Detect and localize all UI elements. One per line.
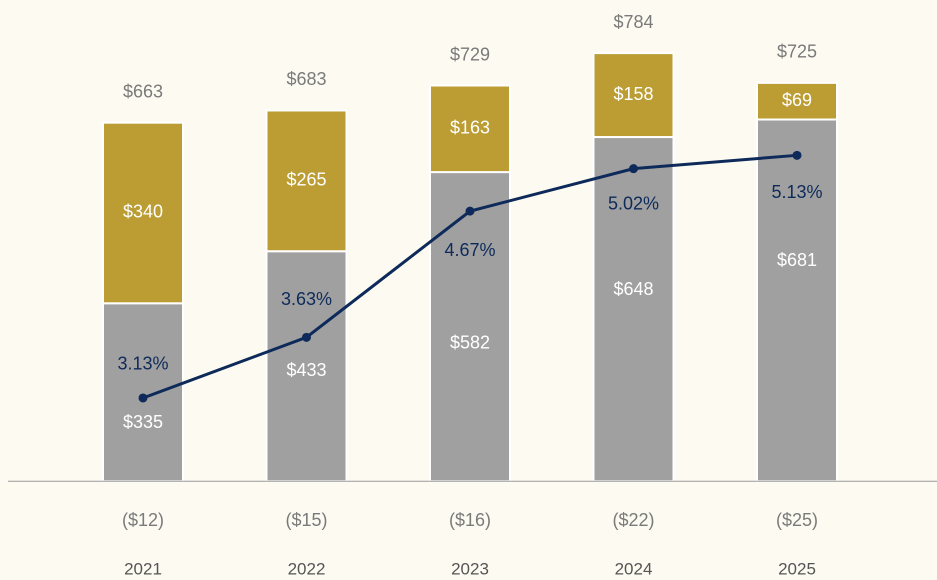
line-point — [792, 150, 802, 160]
segment-label: ($15) — [285, 510, 327, 530]
bar-segment — [102, 302, 184, 483]
bar-segment — [429, 171, 511, 483]
segment-label: ($25) — [776, 510, 818, 530]
segment-label: $265 — [286, 170, 326, 190]
line-point — [465, 206, 475, 216]
total-label: $683 — [286, 69, 326, 89]
segment-label: $69 — [782, 90, 812, 110]
bar-segment — [756, 81, 838, 121]
line-label: 5.02% — [608, 193, 659, 213]
total-label: $725 — [777, 42, 817, 62]
bar-segment — [592, 136, 675, 483]
total-label: $784 — [613, 12, 653, 32]
line-label: 3.13% — [117, 354, 168, 374]
line-label: 3.63% — [281, 289, 332, 309]
bar-segment — [265, 109, 348, 253]
segment-label: $648 — [613, 279, 653, 299]
bar-segment — [102, 121, 184, 305]
bar-segment — [429, 84, 511, 174]
x-tick-label: 2022 — [288, 559, 326, 578]
segment-label: $158 — [613, 84, 653, 104]
segment-label: $335 — [123, 412, 163, 432]
line-point — [138, 393, 148, 403]
line-point — [302, 332, 311, 342]
segment-label: $163 — [450, 118, 490, 138]
line-label: 5.13% — [771, 182, 822, 202]
x-tick-label: 2025 — [778, 559, 816, 578]
x-tick-label: 2021 — [124, 559, 162, 578]
segment-label: ($16) — [449, 510, 491, 530]
x-tick-label: 2024 — [615, 559, 653, 578]
total-label: $729 — [450, 44, 490, 64]
segment-label: $433 — [286, 360, 326, 380]
bar-segment — [592, 52, 675, 139]
total-label: $663 — [123, 81, 163, 101]
segment-label: $681 — [777, 250, 817, 270]
segment-label: $340 — [123, 202, 163, 222]
line-point — [629, 164, 638, 174]
x-tick-label: 2023 — [451, 559, 489, 578]
bar-segment — [756, 118, 838, 483]
line-label: 4.67% — [444, 240, 495, 260]
segment-label: ($22) — [612, 510, 654, 530]
segment-label: $582 — [450, 332, 490, 352]
segment-label: ($12) — [122, 510, 164, 530]
